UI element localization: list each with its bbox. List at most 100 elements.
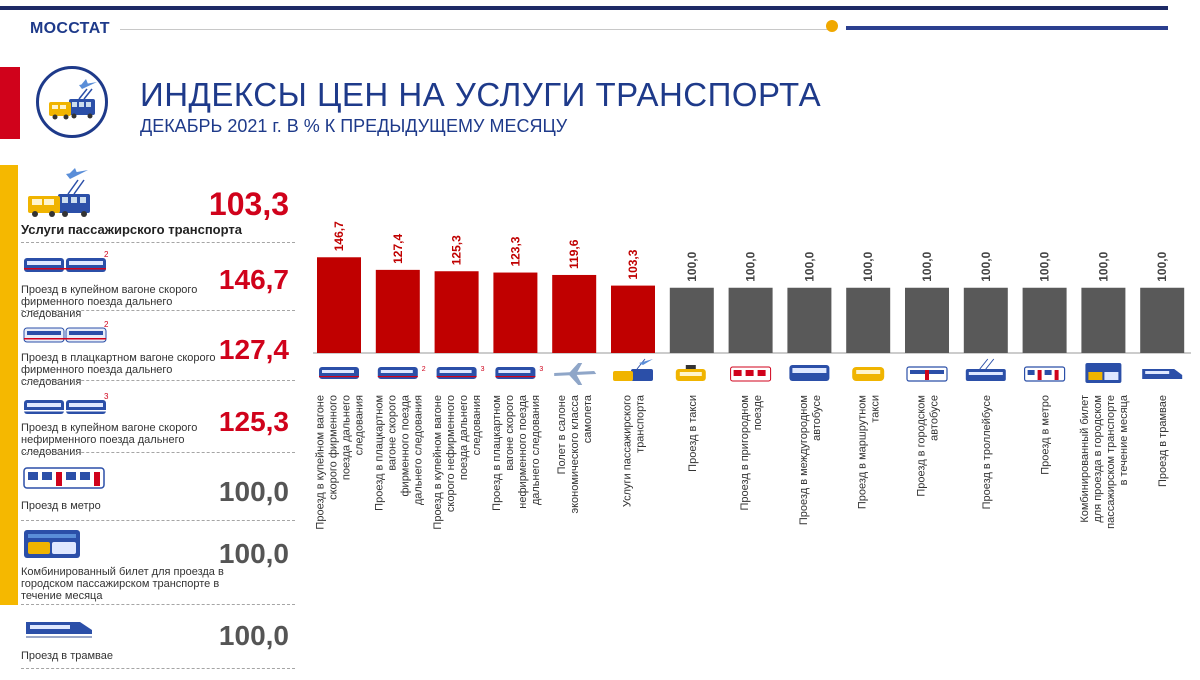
train-icon [319,367,359,379]
sidebar-value: 100,0 [218,620,289,651]
trolleybus-icon [965,358,1006,381]
value-label: 119,6 [567,239,581,269]
category-label: Проезд в троллейбусе [981,395,993,509]
category-label: в течение месяца [1118,394,1130,485]
value-label: 123,3 [508,236,522,266]
value-label: 100,0 [979,251,993,281]
sidebar-item-coupe-nonbranded: 3 125,3 Проезд в купейном вагоне скорого… [18,390,295,458]
bar [375,269,420,353]
sidebar-divider [21,520,295,521]
sidebar-item-platskart-branded: 2 127,4 Проезд в плацкартном вагоне скор… [18,318,295,388]
value-label: 100,0 [861,251,875,281]
bar [552,274,597,353]
city-bus-icon [906,366,948,382]
bar [1022,287,1067,353]
page-subtitle: ДЕКАБРЬ 2021 г. В % К ПРЕДЫДУЩЕМУ МЕСЯЦУ [140,116,568,136]
sidebar-divider [21,380,295,381]
category-label: Проезд в городском [916,395,928,497]
category-label: Проезд в такси [687,395,699,472]
bar [493,272,538,353]
category-label: нефирменного поезда [517,394,529,509]
sidebar-item-passenger-transport: 103,3 Услуги пассажирского транспорта [18,168,295,243]
suburban-train-icon [730,366,772,382]
category-label: вагоне скорого [504,395,516,471]
sidebar-label: Проезд в метро [21,500,101,512]
value-label: 100,0 [1038,251,1052,281]
category-label: следования [471,395,483,455]
minibus-icon [852,367,885,381]
category-label: такси [870,395,882,423]
icon-badge: 2 [422,366,426,373]
category-label: Проезд в метро [1040,395,1052,475]
sidebar-value: 100,0 [218,538,289,569]
sidebar-label: Проезд в плацкартном вагоне скорого фирм… [21,352,216,388]
category-label: Полет в салоне [556,395,568,474]
sidebar-divider [21,452,295,453]
bar [846,287,891,353]
tram-icon [26,622,92,638]
price-index-bar-chart: 146,7 Проезд в купейном вагоне скорого фир… [313,221,1191,530]
category-label: поезда дальнего [341,395,353,480]
category-label: дальнего следования [412,395,424,505]
category-label: вагоне скорого [386,395,398,471]
bus-trolleybus-icon [613,358,653,381]
sidebar-label: Проезд в купейном вагоне скорого нефирме… [21,422,198,458]
category-label: Проезд в трамвае [1157,395,1169,487]
brand-logo: МОССТАТ [30,20,110,37]
category-label: фирменного поезда [399,394,411,496]
category-label: следования [354,395,366,455]
top-rule [0,6,1168,10]
category-label: Проезд в междугородном [798,395,810,525]
sidebar-item-combined-ticket: 100,0 Комбинированный билет для проезда … [18,528,295,606]
train-icon: 3 [436,366,485,379]
intercity-bus-icon [789,365,830,381]
bus-trolleybus-icon [28,168,90,217]
brand-divider [120,29,828,30]
value-label: 100,0 [920,251,934,281]
bar [728,287,773,353]
category-label: Услуги пассажирского [622,395,634,507]
category-label: Комбинированный билет [1079,395,1091,523]
combined-ticket-icon [24,530,80,558]
icon-badge: 3 [104,392,109,401]
icon-badge: 3 [539,366,543,373]
sidebar-value: 127,4 [218,334,289,365]
bar [905,287,949,353]
value-label: 125,3 [450,235,464,265]
page-title: ИНДЕКСЫ ЦЕН НА УСЛУГИ ТРАНСПОРТА [140,76,822,113]
brand-accent-line [846,26,1168,30]
bar [669,287,714,353]
combined-ticket-icon [1085,363,1122,383]
sidebar-value: 100,0 [218,476,289,507]
tram-icon [1142,369,1183,379]
value-label: 103,3 [626,249,640,279]
sidebar-divider [21,668,295,669]
sidebar-item-metro: 100,0 Проезд в метро [18,462,295,522]
brand-dot [826,20,838,32]
category-label: скорого фирменного [328,395,340,500]
sidebar-accent-strip [0,165,18,605]
value-label: 100,0 [1096,251,1110,281]
category-label: Проезд в плацкартном [491,395,503,511]
category-label: автобусе [811,395,823,441]
value-label: 127,4 [391,234,405,264]
category-label: скорого нефирменного [445,395,457,512]
category-label: поезда дальнего [458,395,470,480]
category-label: для проезда в городском [1092,395,1104,523]
train-icon: 3 [495,366,543,379]
airplane-icon [554,363,597,385]
icon-badge: 2 [104,320,109,329]
value-label: 146,7 [332,221,346,251]
category-label: Проезд в плацкартном [373,395,385,511]
category-label: самолета [582,394,594,443]
header-accent-strip [0,67,20,139]
category-label: Проезд в купейном вагоне [315,395,327,530]
category-label: поезде [752,395,764,430]
sidebar-value: 146,7 [218,264,289,295]
transport-emblem-icon [36,66,108,138]
train-icon [24,258,106,272]
sidebar-value: 103,3 [208,186,289,222]
sidebar-divider [21,310,295,311]
bar [611,285,655,353]
category-label: Проезд в пригородном [739,395,751,510]
